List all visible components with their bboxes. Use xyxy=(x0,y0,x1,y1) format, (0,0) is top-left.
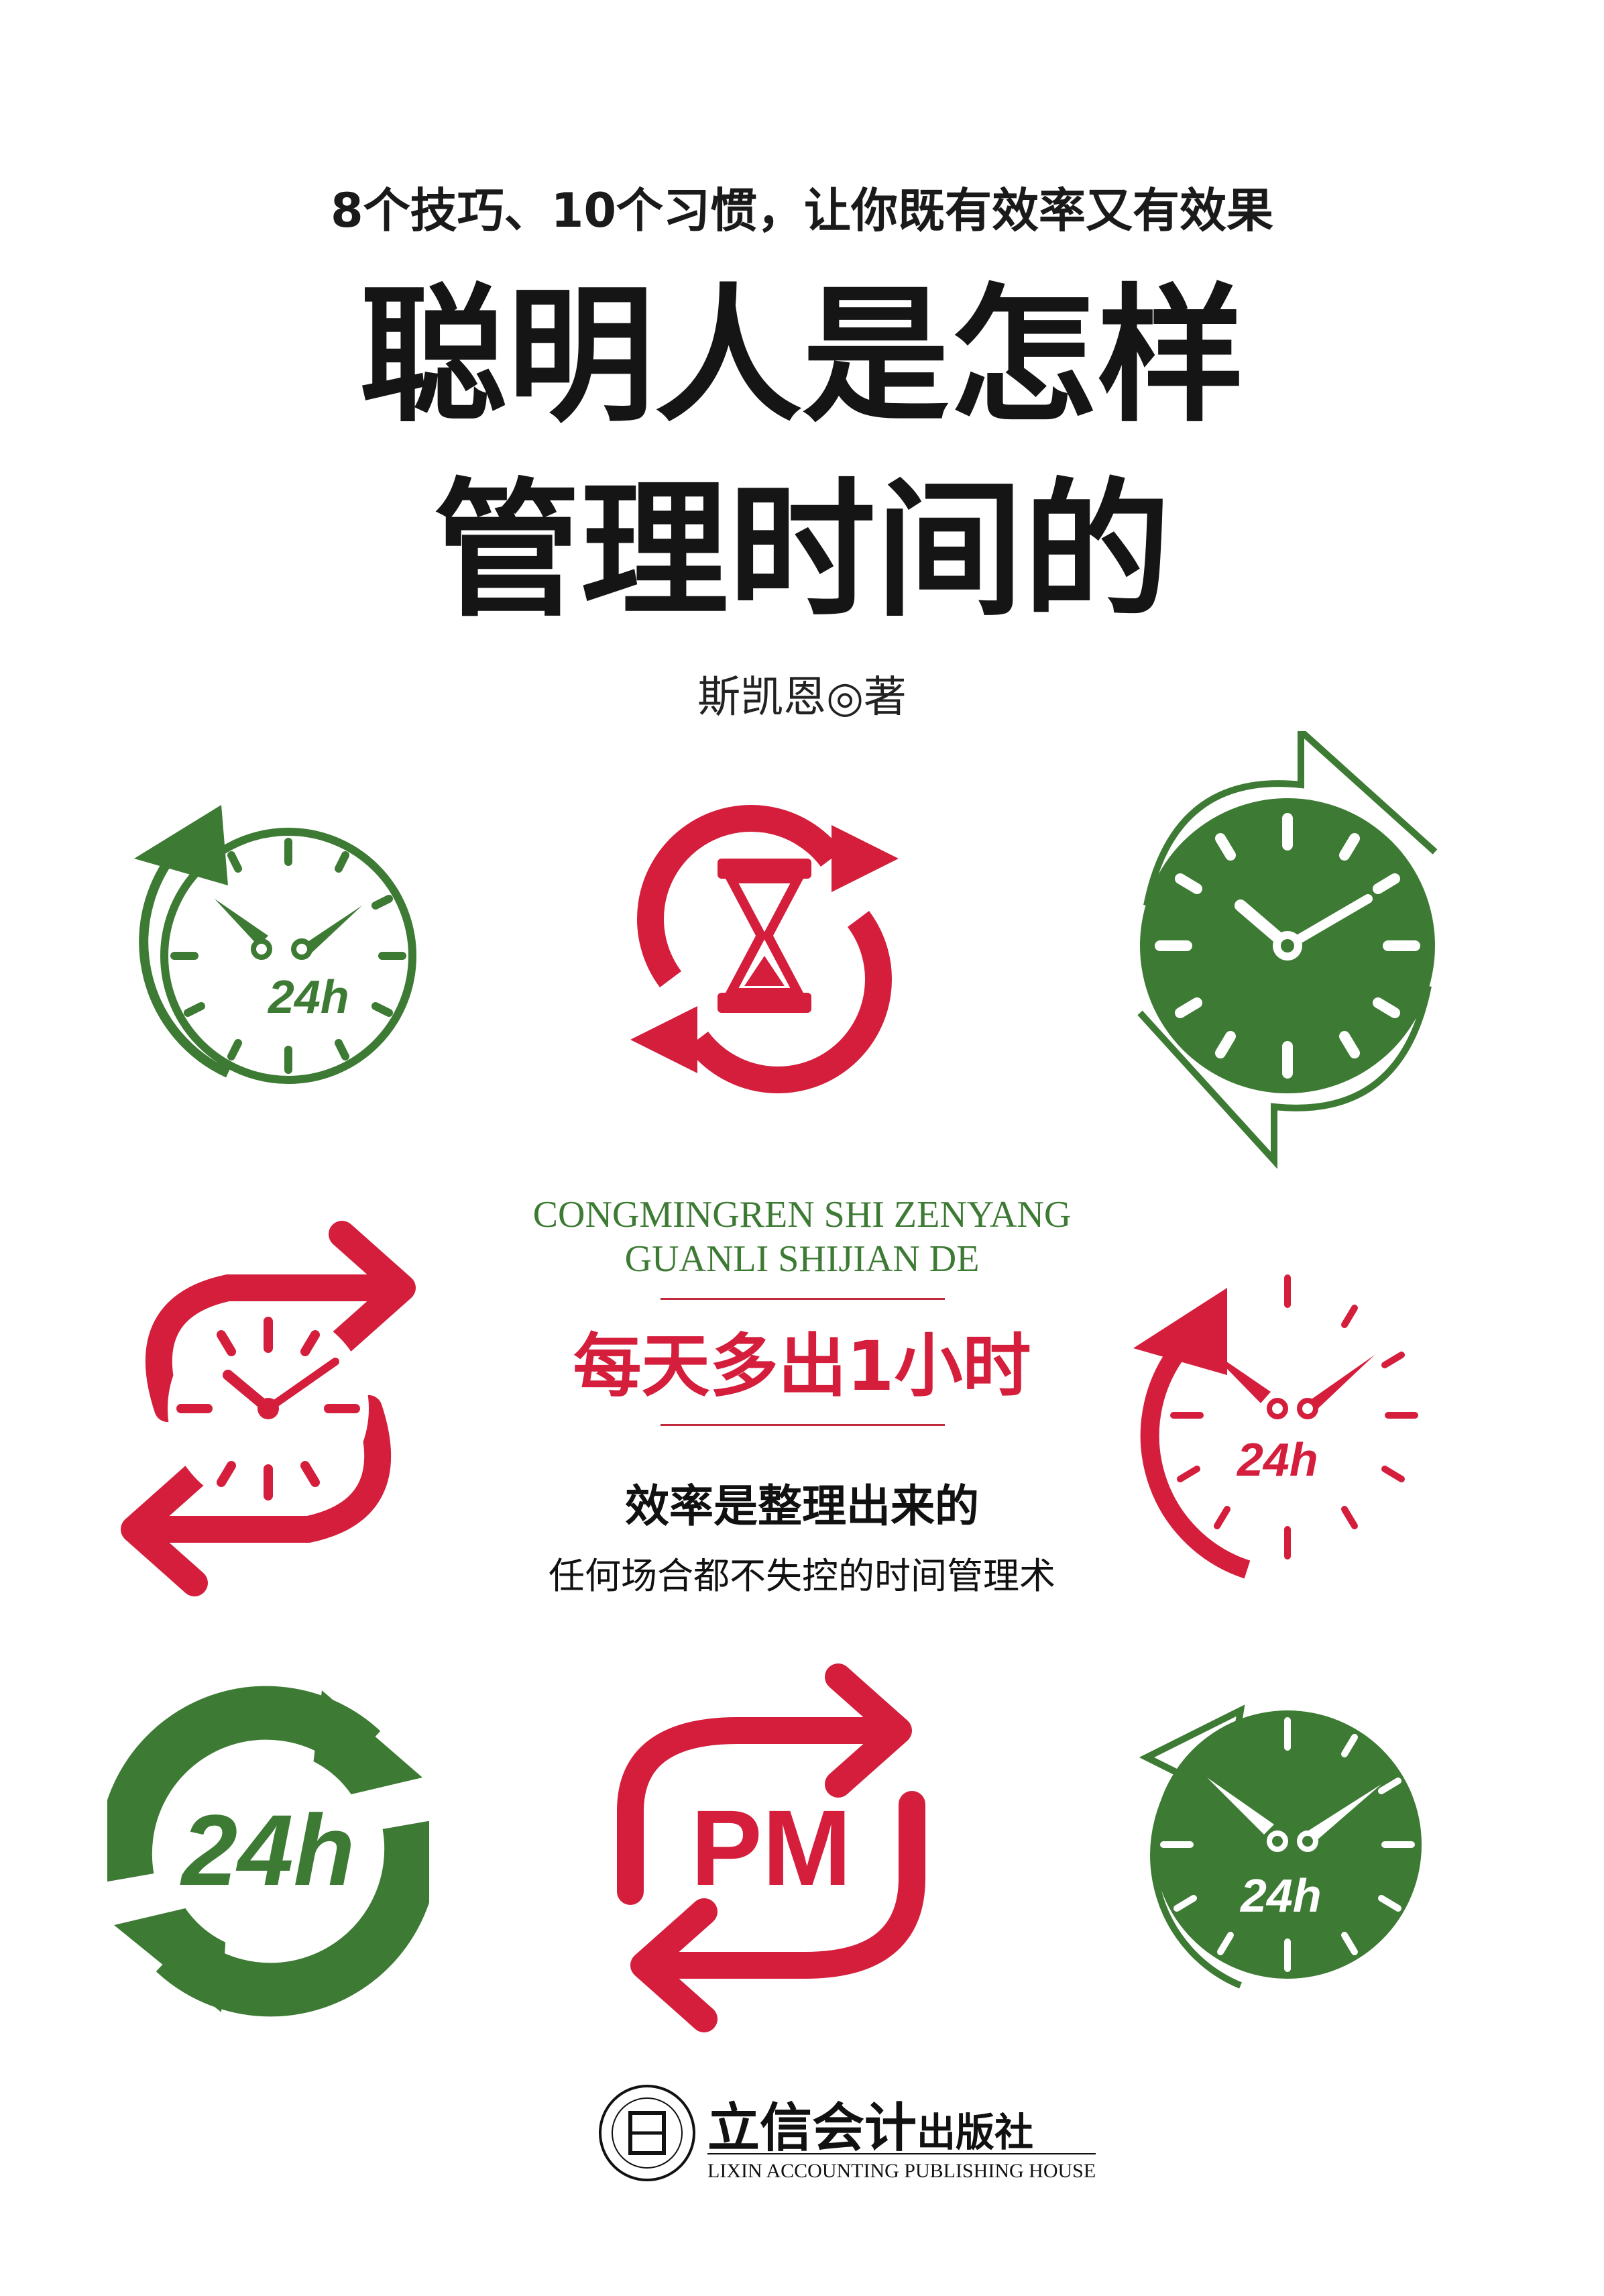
subtitle-2: 任何场合都不失控的时间管理术 xyxy=(549,1555,1055,1597)
clock-24h-green-solid-icon: 24h xyxy=(1106,1670,1455,2008)
svg-text:24h: 24h xyxy=(1236,1433,1318,1486)
clock-24h-green-icon: 24h xyxy=(107,765,429,1103)
svg-text:PM: PM xyxy=(691,1788,852,1908)
rule-top xyxy=(661,1298,945,1300)
clock-red-arrows-icon xyxy=(94,1207,443,1626)
pinyin-title: CONGMINGREN SHI ZENYANG GUANLI SHIJIAN DE xyxy=(532,1194,1072,1280)
slogan: 每天多出1小时 xyxy=(573,1327,1031,1407)
rule-bottom xyxy=(661,1424,945,1426)
title-line-1: 聪明人是怎样 xyxy=(359,268,1245,442)
svg-text:24h: 24h xyxy=(1239,1869,1322,1922)
author: 斯凯恩◎著 xyxy=(697,673,907,722)
clock-solid-green-icon xyxy=(1106,723,1469,1177)
hourglass-red-icon xyxy=(610,771,919,1123)
pm-red-arrows-icon: PM xyxy=(604,1657,939,2035)
publisher-seal-logo xyxy=(597,2083,697,2183)
subtitle-1: 效率是整理出来的 xyxy=(625,1480,979,1532)
24h-green-arrows-icon: 24h xyxy=(98,1663,439,2042)
publisher-name: 立信会计出版社 xyxy=(707,2097,1034,2158)
tagline: 8个技巧、10个习惯，让你既有效率又有效果 xyxy=(330,183,1274,238)
title-line-2: 管理时间的 xyxy=(433,463,1171,637)
svg-text:24h: 24h xyxy=(267,971,349,1023)
svg-text:24h: 24h xyxy=(180,1794,355,1906)
publisher-name-en: LIXIN ACCOUNTING PUBLISHING HOUSE xyxy=(707,2153,1096,2183)
clock-24h-red-icon: 24h xyxy=(1106,1248,1455,1599)
